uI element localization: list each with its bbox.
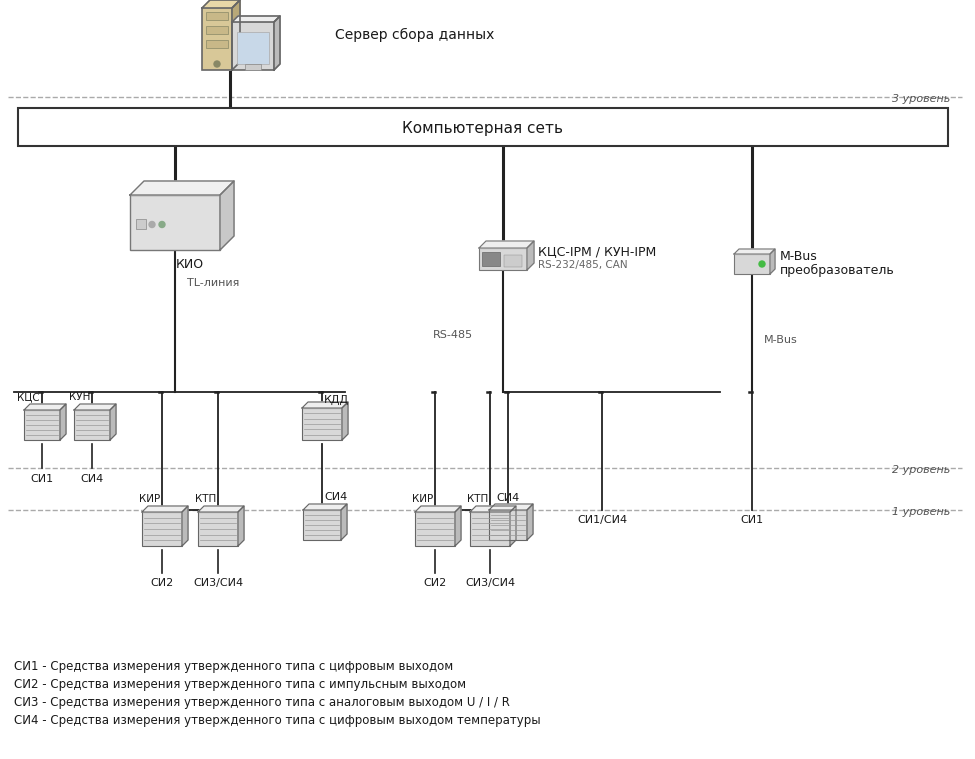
Text: СИ3 - Средства измерения утвержденного типа с аналоговым выходом U / I / R: СИ3 - Средства измерения утвержденного т… [14,696,510,709]
Bar [237,32,269,64]
Bar [206,26,228,34]
Text: СИ4: СИ4 [80,474,103,484]
Bar [202,8,232,70]
Bar [142,512,182,546]
Text: СИ4: СИ4 [324,492,347,502]
Bar [206,12,228,20]
Bar [479,248,527,270]
Polygon shape [220,181,234,250]
Bar [302,408,342,440]
Text: СИ1 - Средства измерения утвержденного типа с цифровым выходом: СИ1 - Средства измерения утвержденного т… [14,660,453,673]
Polygon shape [202,0,240,8]
Bar [232,22,274,70]
Text: M-Bus: M-Bus [764,335,798,345]
Circle shape [214,61,220,67]
Text: преобразователь: преобразователь [780,264,895,277]
Text: СИ4 - Средства измерения утвержденного типа с цифровым выходом температуры: СИ4 - Средства измерения утвержденного т… [14,714,540,727]
Polygon shape [74,404,116,410]
Bar [415,512,455,546]
Polygon shape [341,504,347,540]
Polygon shape [342,402,348,440]
Text: КИР: КИР [138,494,160,504]
Circle shape [759,261,765,267]
Bar [18,108,948,146]
Text: СИ1: СИ1 [740,515,763,525]
Bar [130,195,220,250]
Text: Компьютерная сеть: Компьютерная сеть [403,121,564,137]
Text: КДД: КДД [324,395,349,405]
Text: КТП: КТП [467,494,488,504]
Text: TL-линия: TL-линия [187,278,240,288]
Polygon shape [479,241,534,248]
Bar [470,512,510,546]
Bar [504,255,522,267]
Polygon shape [510,506,516,546]
Text: КЦС: КЦС [18,392,40,402]
Text: СИ2: СИ2 [423,578,447,588]
Bar [24,410,60,440]
Polygon shape [770,249,775,274]
Text: СИ1: СИ1 [30,474,54,484]
Polygon shape [238,506,244,546]
Text: СИ3/СИ4: СИ3/СИ4 [465,578,515,588]
Polygon shape [24,404,66,410]
Polygon shape [415,506,461,512]
Text: КИО: КИО [176,258,204,271]
Text: RS-232/485, CAN: RS-232/485, CAN [538,260,628,270]
Text: Сервер сбора данных: Сервер сбора данных [335,28,494,42]
Polygon shape [302,402,348,408]
Text: 1 уровень: 1 уровень [892,507,950,517]
Polygon shape [303,504,347,510]
Polygon shape [60,404,66,440]
Bar [489,510,527,540]
Bar [136,219,146,228]
Bar [198,512,238,546]
Polygon shape [274,16,280,70]
Text: КУН: КУН [68,392,90,402]
Polygon shape [232,0,240,70]
Polygon shape [527,504,533,540]
Polygon shape [455,506,461,546]
Text: СИ3/СИ4: СИ3/СИ4 [193,578,243,588]
Polygon shape [142,506,188,512]
Bar [482,252,500,266]
Text: 2 уровень: 2 уровень [892,465,950,475]
Polygon shape [527,241,534,270]
Text: M-Bus: M-Bus [780,250,818,263]
Text: СИ4: СИ4 [496,493,520,503]
Polygon shape [130,181,234,195]
Bar [303,510,341,540]
Polygon shape [182,506,188,546]
Polygon shape [734,249,775,254]
Text: КИР: КИР [411,494,433,504]
Text: КТП: КТП [195,494,216,504]
Text: СИ2: СИ2 [150,578,174,588]
Bar [74,410,110,440]
Circle shape [159,222,165,228]
Bar [734,254,770,274]
Polygon shape [470,506,516,512]
Bar [245,64,261,70]
Polygon shape [110,404,116,440]
Polygon shape [232,16,280,22]
Text: RS-485: RS-485 [433,330,473,340]
Bar [206,40,228,48]
Text: 3 уровень: 3 уровень [892,94,950,104]
Polygon shape [489,504,533,510]
Text: СИ2 - Средства измерения утвержденного типа с импульсным выходом: СИ2 - Средства измерения утвержденного т… [14,678,466,691]
Text: СИ1/СИ4: СИ1/СИ4 [577,515,627,525]
Circle shape [149,222,155,228]
Text: КЦС-IPM / КУН-IPM: КЦС-IPM / КУН-IPM [538,245,656,258]
Polygon shape [198,506,244,512]
